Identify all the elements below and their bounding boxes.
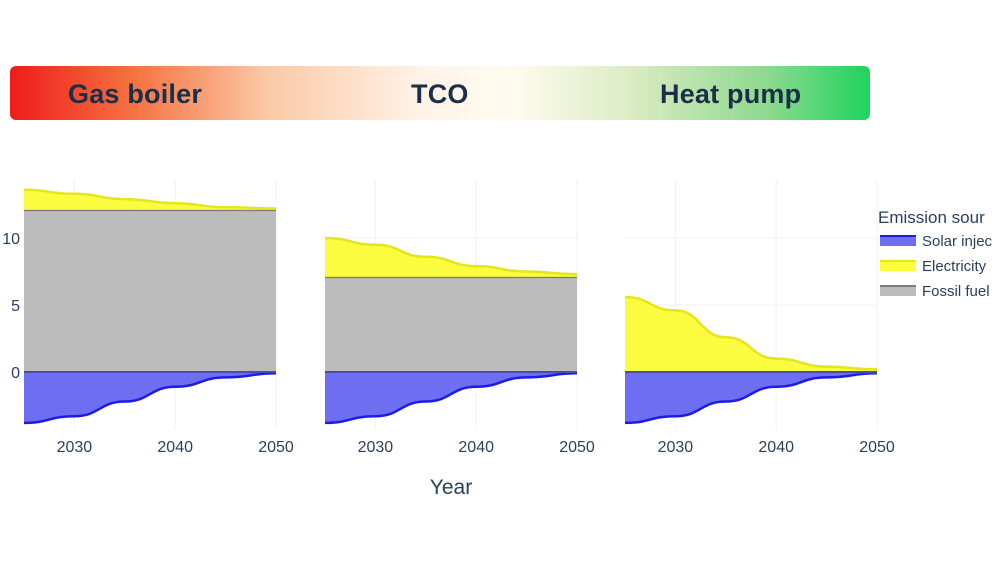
x-tick-label: 2050 xyxy=(258,439,294,456)
x-tick-label: 2050 xyxy=(559,439,595,456)
electricity-area xyxy=(625,297,877,372)
y-tick-label: 5 xyxy=(11,298,20,315)
x-tick-label: 2040 xyxy=(157,439,193,456)
solar-injection-area xyxy=(24,372,276,423)
y-tick-label: 10 xyxy=(2,231,20,248)
x-axis-title: Year xyxy=(430,476,472,499)
legend-swatch xyxy=(880,261,916,271)
solar-injection-line xyxy=(23,372,277,425)
y-tick-label: 0 xyxy=(11,365,20,382)
electricity-line xyxy=(23,188,277,210)
solar-injection-area xyxy=(325,372,577,423)
solar-injection-line xyxy=(624,372,878,425)
fossil-fuel-area xyxy=(24,209,276,372)
legend-label: Fossil fuel xyxy=(922,283,990,300)
electricity-line xyxy=(624,295,878,371)
legend-swatch xyxy=(880,286,916,296)
x-tick-label: 2050 xyxy=(859,439,895,456)
solar-injection-area xyxy=(625,372,877,423)
fossil-fuel-area xyxy=(325,276,577,372)
x-tick-label: 2040 xyxy=(458,439,494,456)
electricity-line xyxy=(324,236,578,276)
heat-pump-label: Heat pump xyxy=(660,79,802,109)
legend-swatch xyxy=(880,236,916,246)
x-tick-label: 2040 xyxy=(758,439,794,456)
x-tick-label: 2030 xyxy=(358,439,394,456)
tco-label: TCO xyxy=(411,79,469,109)
tco-scale-bar: Gas boiler TCO Heat pump xyxy=(10,66,870,120)
gas-boiler-label: Gas boiler xyxy=(68,79,203,109)
legend-label: Solar injec xyxy=(922,233,993,250)
solar-injection-line xyxy=(324,372,578,425)
x-tick-label: 2030 xyxy=(658,439,694,456)
electricity-area xyxy=(325,238,577,277)
x-tick-label: 2030 xyxy=(57,439,93,456)
legend-label: Electricity xyxy=(922,258,987,275)
legend-title: Emission sour xyxy=(878,208,985,227)
